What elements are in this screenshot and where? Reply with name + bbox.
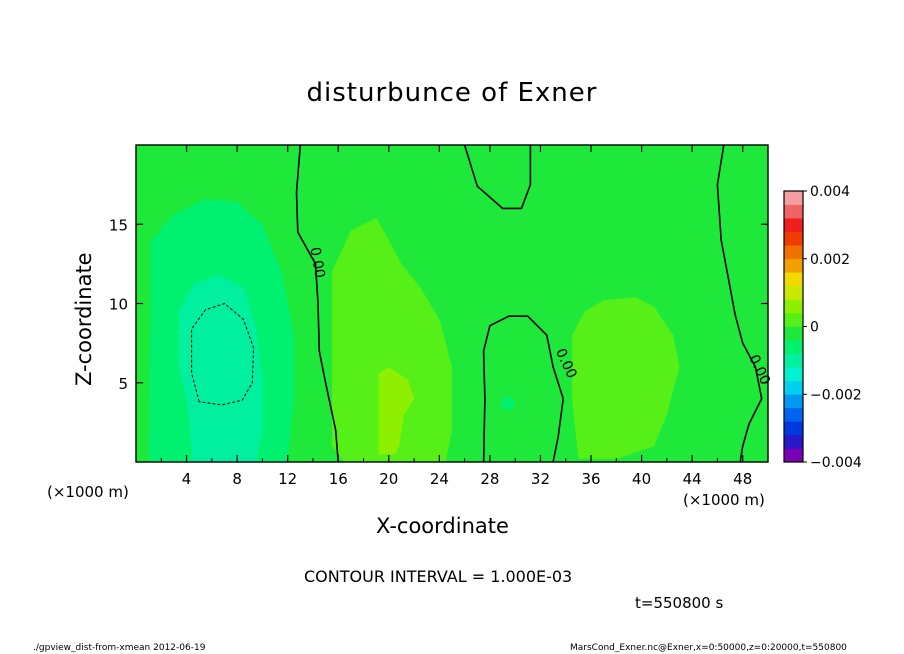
x-tick-label: 28 [480, 470, 499, 488]
footer-file-info: MarsCond_Exner.nc@Exner,x=0:50000,z=0:20… [570, 643, 847, 653]
y-tick-label: 5 [118, 375, 128, 393]
x-tick-label: 8 [232, 470, 242, 488]
contour-label: 0.00 [306, 246, 327, 279]
zero-contour-middle [482, 315, 565, 463]
colorbar-swatch [784, 191, 803, 205]
y-tick-label: 10 [109, 296, 128, 314]
colorbar-label: −0.004 [810, 455, 862, 471]
negative-dot [500, 396, 515, 411]
colorbar-label: 0.004 [810, 184, 850, 200]
colorbar-label: 0 [810, 320, 819, 336]
colorbar-swatch [784, 312, 803, 327]
x-tick-label: 24 [430, 470, 449, 488]
footer-script-info: ./gpview_dist-from-xmean 2012-06-19 [33, 643, 206, 653]
positive-band-left [331, 217, 452, 462]
x-tick-label: 12 [278, 470, 297, 488]
x-tick-label: 32 [531, 470, 550, 488]
colorbar-swatch [784, 258, 803, 273]
x-tick-label: 44 [683, 470, 702, 488]
colorbar-swatch [784, 245, 803, 260]
negative-region-inner [179, 275, 263, 462]
colorbar-swatch [784, 394, 803, 409]
positive-band-right [572, 297, 680, 459]
y-axis-label: Z-coordinate [72, 252, 96, 386]
x-tick-label: 4 [182, 470, 192, 488]
colorbar-swatch [784, 448, 803, 463]
x-axis-label: X-coordinate [376, 514, 509, 538]
colorbar-swatch [784, 299, 803, 314]
colorbar-swatch [784, 434, 803, 449]
colorbar-swatch [784, 326, 803, 341]
colorbar-swatch [784, 407, 803, 422]
x-tick-label: 48 [733, 470, 752, 488]
x-tick-label: 36 [581, 470, 600, 488]
y-tick-label: 15 [109, 216, 128, 234]
colorbar-swatch [784, 218, 803, 232]
colorbar-swatch [784, 285, 803, 300]
x-tick-label: 40 [632, 470, 651, 488]
colorbar-swatch [784, 380, 803, 395]
colorbar-label: −0.002 [810, 387, 862, 403]
zero-contour-left [295, 144, 339, 463]
colorbar-label: 0.002 [810, 252, 850, 268]
colorbar-swatch [784, 421, 803, 436]
zero-contour-right [716, 144, 763, 463]
x-unit-label-left: (×1000 m) [47, 483, 129, 501]
x-unit-label-right: (×1000 m) [683, 491, 765, 509]
zero-contour-top [463, 144, 532, 210]
colorbar-swatch [784, 367, 803, 381]
colorbar-swatch [784, 340, 803, 354]
colorbar-swatch [784, 231, 803, 246]
colorbar-swatch [784, 353, 803, 368]
chart-title: disturbunce of Exner [306, 78, 598, 108]
dashed-negative-contour [191, 302, 255, 406]
x-tick-label: 16 [329, 470, 348, 488]
colorbar-swatch [784, 204, 803, 219]
positive-patch-strong [378, 366, 415, 455]
x-tick-label: 20 [379, 470, 398, 488]
contour-interval-note: CONTOUR INTERVAL = 1.000E-03 [304, 567, 573, 586]
colorbar-swatch [784, 272, 803, 287]
time-annotation: t=550800 s [635, 594, 724, 612]
